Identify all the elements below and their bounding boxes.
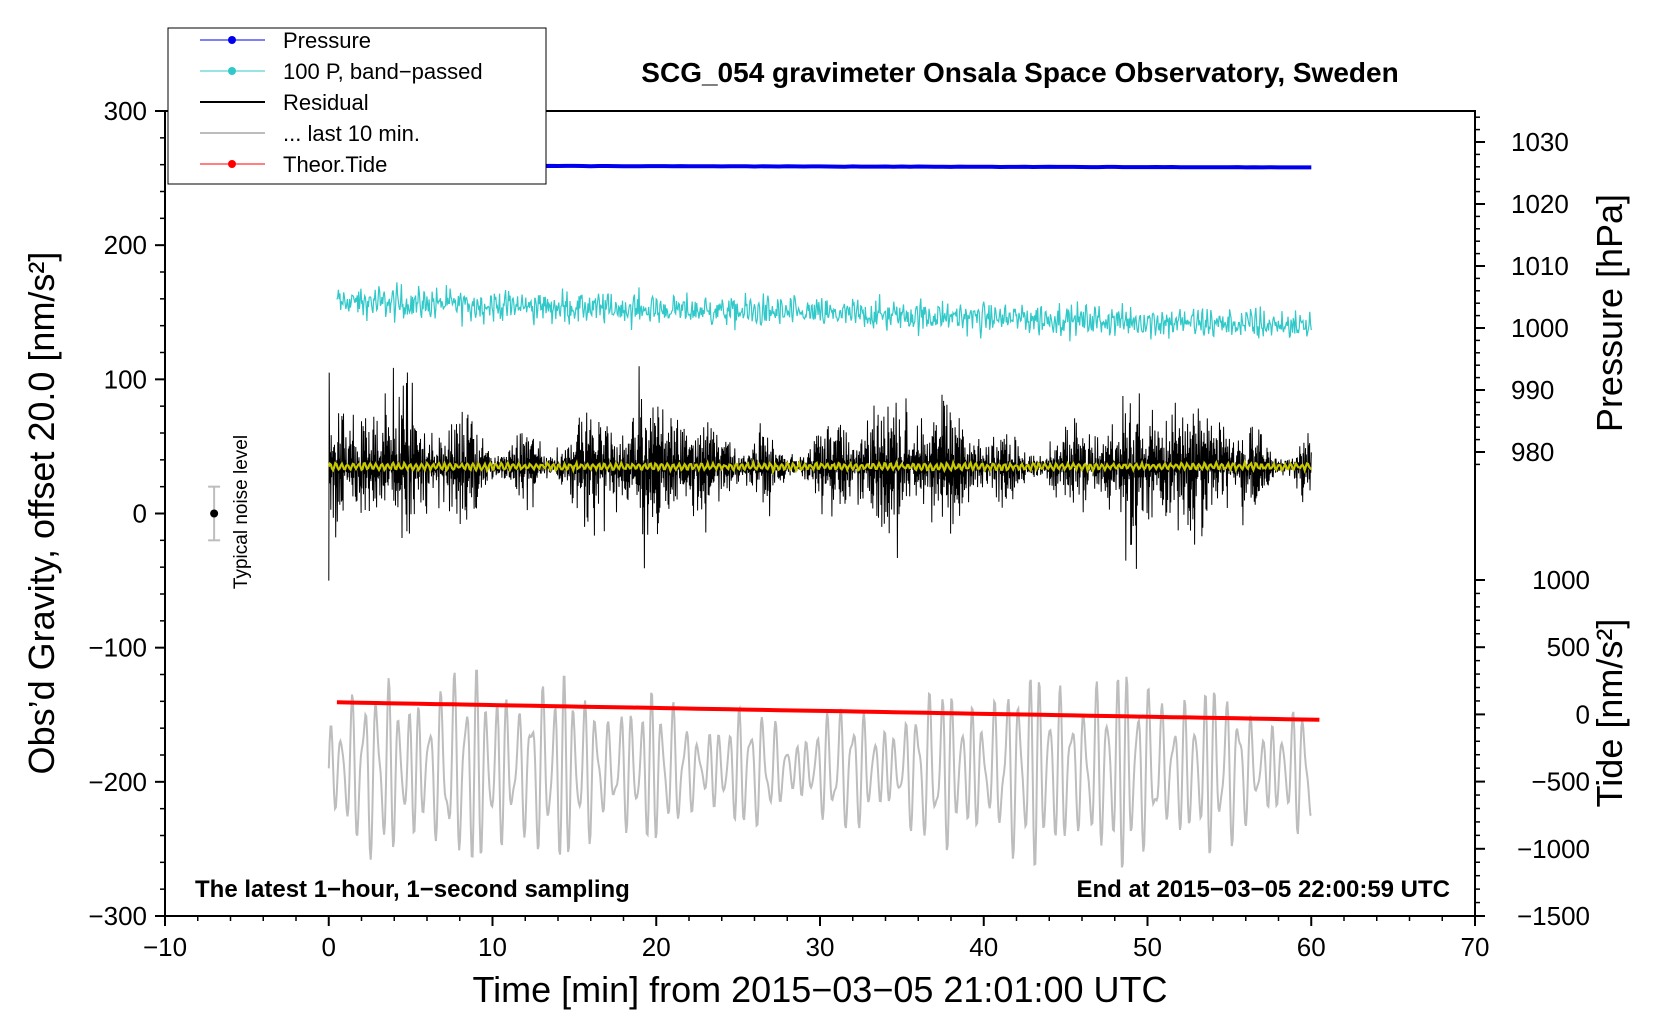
x-tick-label: −10 bbox=[143, 932, 187, 962]
x-tick-label: 50 bbox=[1133, 932, 1162, 962]
legend: Pressure 100 P, band−passed Residual ... la… bbox=[167, 27, 547, 185]
legend-marker bbox=[228, 36, 236, 44]
series-last-10-min bbox=[327, 669, 1312, 868]
legend-marker bbox=[228, 67, 236, 75]
y-left-tick-label: −100 bbox=[88, 633, 147, 663]
y-tide-tick-label: 500 bbox=[1547, 632, 1590, 662]
legend-label: Pressure bbox=[283, 28, 371, 53]
x-tick-label: 20 bbox=[642, 932, 671, 962]
y-tide-tick-label: 0 bbox=[1576, 699, 1590, 729]
y-left-tick-label: 0 bbox=[133, 499, 147, 529]
x-tick-label: 60 bbox=[1297, 932, 1326, 962]
y-left-tick-label: 200 bbox=[104, 230, 147, 260]
y-tide-tick-label: 1000 bbox=[1532, 565, 1590, 595]
y-left-tick-label: −200 bbox=[88, 767, 147, 797]
noise-level-label: Typical noise level bbox=[231, 435, 252, 589]
y-left-tick-label: 300 bbox=[104, 96, 147, 126]
x-tick-label: 40 bbox=[969, 932, 998, 962]
x-tick-label: 0 bbox=[322, 932, 336, 962]
y-left-tick-label: −300 bbox=[88, 901, 147, 931]
noise-level-indicator bbox=[208, 485, 221, 542]
y-tide-tick-label: −500 bbox=[1531, 767, 1590, 797]
legend-label: Theor.Tide bbox=[283, 152, 387, 177]
y-pressure-tick-label: 990 bbox=[1511, 375, 1554, 405]
y-left-tick-label: 100 bbox=[104, 364, 147, 394]
y-pressure-tick-label: 1030 bbox=[1511, 127, 1569, 157]
y-left-axis-title: Obs’d Gravity, offset 20.0 [nm/s²] bbox=[21, 252, 62, 775]
noise-center-dot bbox=[210, 509, 219, 518]
y-tide-tick-label: −1000 bbox=[1517, 834, 1590, 864]
y-tide-axis-title: Tide [nm/s²] bbox=[1589, 619, 1630, 808]
series-layer bbox=[327, 163, 1320, 868]
y-pressure-tick-label: 1020 bbox=[1511, 189, 1569, 219]
note-end-time: End at 2015−03−05 22:00:59 UTC bbox=[1076, 876, 1450, 903]
x-tick-label: 70 bbox=[1461, 932, 1490, 962]
legend-marker bbox=[228, 160, 236, 168]
ticks-layer: −10 0 10 20 30 40 50 60 70−300−200−1000100200300… bbox=[88, 96, 1590, 962]
series-residual bbox=[328, 366, 1312, 581]
series-band-passed-pressure bbox=[336, 282, 1312, 342]
y-pressure-tick-label: 1000 bbox=[1511, 313, 1569, 343]
x-tick-label: 30 bbox=[806, 932, 835, 962]
x-axis-title: Time [min] from 2015−03−05 21:01:00 UTC bbox=[472, 969, 1167, 1010]
y-pressure-axis-title: Pressure [hPa] bbox=[1589, 194, 1630, 432]
series-theor-tide bbox=[336, 700, 1320, 722]
legend-box bbox=[167, 27, 547, 185]
chart-title: SCG_054 gravimeter Onsala Space Observat… bbox=[641, 57, 1398, 88]
y-pressure-tick-label: 980 bbox=[1511, 437, 1554, 467]
legend-label: ... last 10 min. bbox=[283, 121, 420, 146]
series-residual-smoothed bbox=[327, 458, 1313, 476]
y-tide-tick-label: −1500 bbox=[1517, 901, 1590, 931]
note-sampling: The latest 1−hour, 1−second sampling bbox=[195, 876, 630, 903]
x-tick-label: 10 bbox=[478, 932, 507, 962]
legend-label: 100 P, band−passed bbox=[283, 59, 483, 84]
legend-label: Residual bbox=[283, 90, 369, 115]
y-pressure-tick-label: 1010 bbox=[1511, 251, 1569, 281]
